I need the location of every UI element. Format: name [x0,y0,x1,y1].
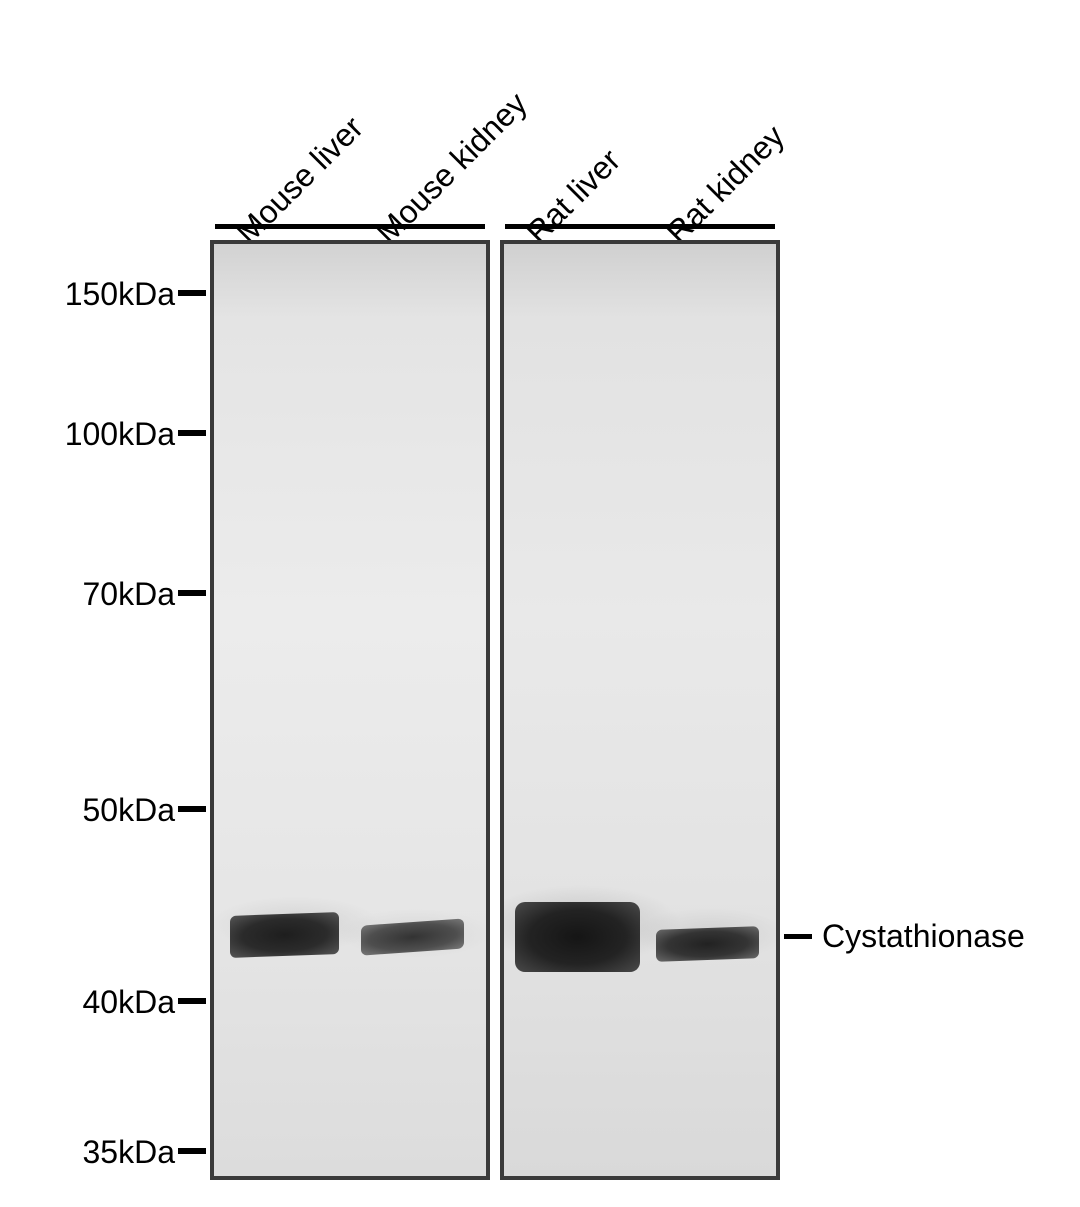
western-blot-figure: Mouse liver Mouse kidney Rat liver Rat k… [0,0,1080,1207]
target-label: Cystathionase [822,918,1025,955]
blot-panel-right [500,240,780,1180]
band-mouse-liver [230,912,339,958]
lane-label-rat-liver: Rat liver [519,142,628,251]
mw-tick-50 [178,806,206,812]
lane-underline-right [505,224,775,229]
mw-tick-40 [178,998,206,1004]
blot-panel-left [210,240,490,1180]
band-mouse-kidney [361,918,464,955]
mw-tick-100 [178,430,206,436]
lane-label-rat-kidney: Rat kidney [659,118,792,251]
mw-label-150: 150kDa [65,276,175,313]
mw-label-70: 70kDa [83,576,176,613]
lane-underline-left [215,224,485,229]
mw-tick-35 [178,1148,206,1154]
mw-label-50: 50kDa [83,792,176,829]
mw-label-35: 35kDa [83,1134,176,1171]
mw-label-40: 40kDa [83,984,176,1021]
target-label-tick [784,934,812,939]
mw-tick-150 [178,290,206,296]
band-rat-liver [515,902,640,972]
band-rat-kidney [656,926,759,962]
lane-label-mouse-liver: Mouse liver [229,109,371,251]
mw-tick-70 [178,590,206,596]
mw-label-100: 100kDa [65,416,175,453]
